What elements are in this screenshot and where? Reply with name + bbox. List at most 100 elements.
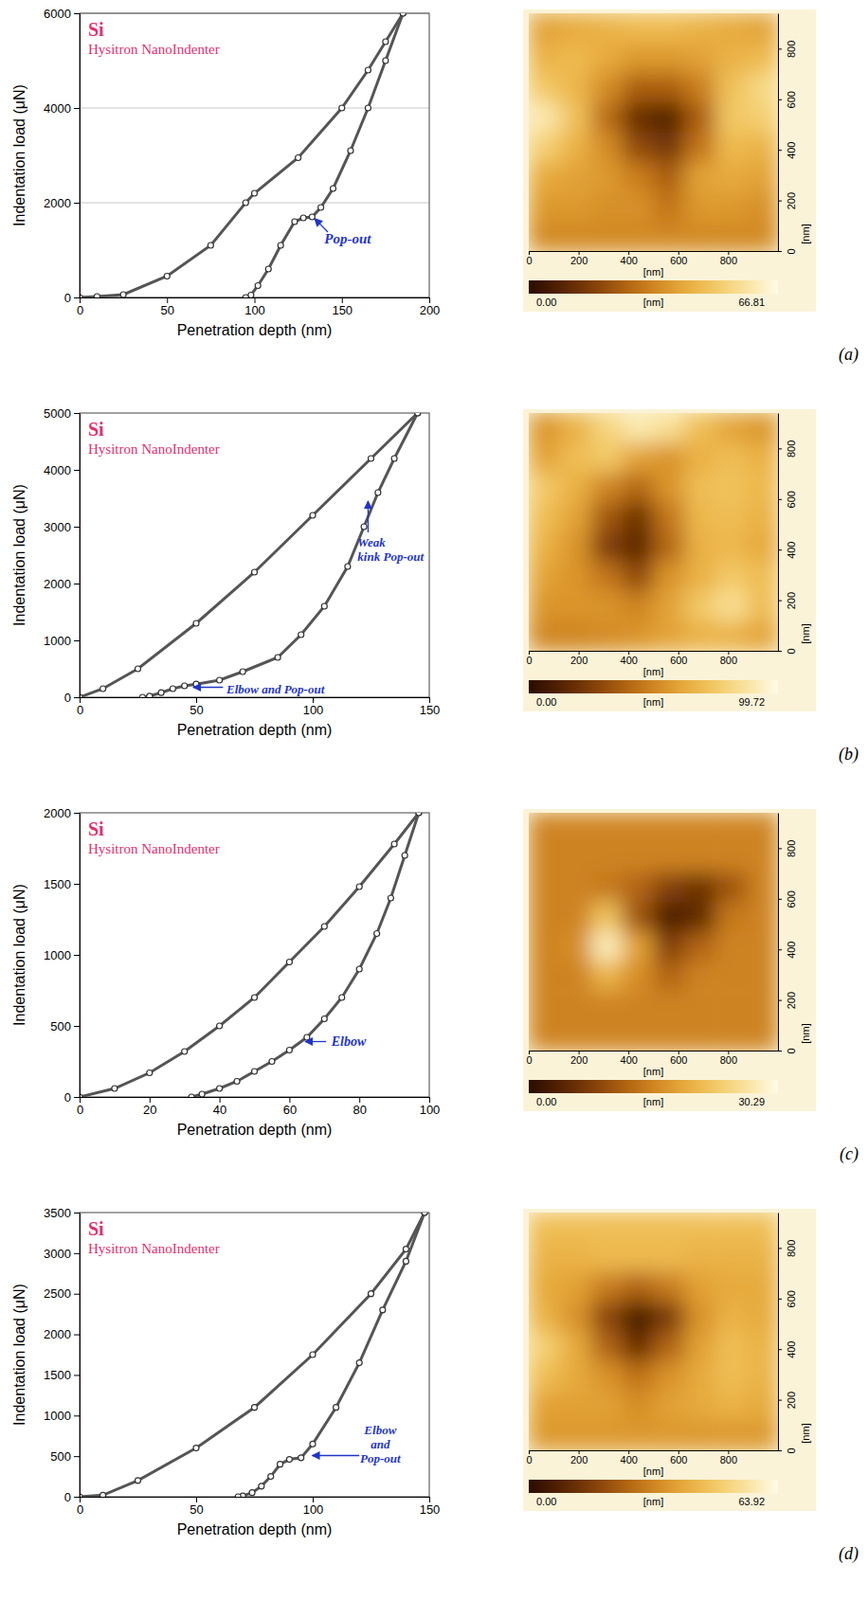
tick: 150 (331, 297, 353, 318)
colorbar (528, 280, 778, 294)
tick: 0 (64, 1090, 80, 1105)
grid (79, 13, 430, 298)
cell (746, 872, 778, 904)
data-point (356, 1360, 362, 1367)
cell (653, 872, 686, 904)
tick: 3000 (43, 1247, 80, 1262)
cell (653, 1212, 686, 1244)
cell (591, 1361, 623, 1393)
tick: 50 (161, 297, 175, 318)
cell (622, 813, 654, 844)
cell (653, 221, 686, 252)
x-axis-title: Penetration depth (nm) (177, 1521, 333, 1538)
cell (684, 162, 716, 193)
cell (560, 1242, 592, 1273)
colorbar-tick-label: 63.92 (738, 1496, 765, 1508)
cell (591, 1212, 623, 1244)
data-point (235, 1494, 241, 1498)
cell (560, 191, 592, 222)
tick: 400 (777, 142, 797, 160)
image-area (528, 813, 778, 1051)
tick: 400 (620, 251, 638, 267)
cell (653, 1391, 686, 1422)
cell (715, 842, 747, 873)
annotation: Pop-out (324, 231, 372, 247)
tick: 800 (720, 1050, 738, 1067)
cell (653, 1302, 686, 1333)
data-point (347, 147, 354, 154)
cell (653, 1421, 686, 1451)
cell (560, 872, 592, 904)
axis: 0200400600800 (777, 14, 797, 255)
tick: 2000 (43, 196, 80, 211)
cell (560, 1302, 592, 1333)
plot-area (79, 1212, 428, 1498)
tick-label: 200 (419, 303, 441, 318)
cell (622, 591, 654, 622)
cell (684, 1421, 716, 1451)
cell (746, 1021, 778, 1051)
tick: 60 (283, 1097, 297, 1118)
tick: 800 (720, 251, 738, 267)
data-point (309, 1352, 316, 1358)
axis: 0200400600800 (777, 1213, 797, 1455)
tick: 0 (777, 648, 797, 654)
cell (715, 472, 747, 504)
cell (653, 472, 686, 504)
axis-line (80, 1497, 431, 1499)
cell (684, 1332, 716, 1363)
tick-mark (79, 297, 81, 304)
data-point (217, 1023, 223, 1030)
cell (653, 442, 686, 473)
cell (528, 413, 561, 444)
data-point (252, 994, 258, 1001)
data-point (269, 1059, 275, 1066)
tick: 600 (669, 651, 688, 667)
cell (591, 902, 623, 933)
data-point (252, 190, 258, 197)
data-point (286, 1457, 292, 1464)
data-point (291, 218, 298, 225)
tick-mark (777, 448, 782, 450)
cell (715, 1421, 747, 1451)
cell (684, 591, 716, 622)
data-point (239, 669, 246, 675)
annotation: Pop-out (360, 1451, 401, 1466)
tick-label: 600 (669, 1454, 688, 1466)
y-axis-title: [nm] (799, 623, 812, 644)
cell (591, 1021, 623, 1051)
data-point (242, 199, 249, 206)
data-point (181, 683, 188, 689)
tick-label: 0 (76, 703, 84, 718)
tick-mark (777, 1050, 782, 1052)
tick-label: 60 (283, 1103, 297, 1118)
cell (528, 13, 561, 44)
tick: 800 (777, 440, 797, 458)
afm-panel: 02004006008000200400600800[nm][nm]0.0099… (523, 409, 816, 712)
cell (528, 191, 561, 222)
cell (746, 1391, 778, 1422)
axis-line (80, 697, 431, 699)
cell (622, 42, 654, 73)
colorbar-tick-label: 30.29 (738, 1096, 765, 1108)
afm-panel: 02004006008000200400600800[nm][nm]0.0066… (523, 9, 816, 312)
cell (653, 902, 686, 933)
panel-label: (a) (838, 344, 859, 365)
tick: 0 (525, 251, 532, 267)
curve-panel: 050100150010002000300040005000Penetratio… (11, 406, 859, 765)
tick: 0 (525, 1050, 532, 1067)
cell (560, 442, 592, 473)
tick: 4000 (43, 101, 80, 116)
cell (684, 872, 716, 904)
tick-label: 80 (352, 1103, 366, 1118)
cell (715, 1391, 747, 1422)
tick-mark (254, 297, 256, 304)
cell (746, 1421, 778, 1451)
cell (591, 72, 623, 104)
tick: 2500 (43, 1286, 80, 1302)
data-point (415, 813, 422, 816)
tick-mark (166, 297, 168, 304)
tick-label: 2500 (43, 1286, 72, 1302)
series-line (79, 813, 419, 1098)
cell (746, 1242, 778, 1273)
